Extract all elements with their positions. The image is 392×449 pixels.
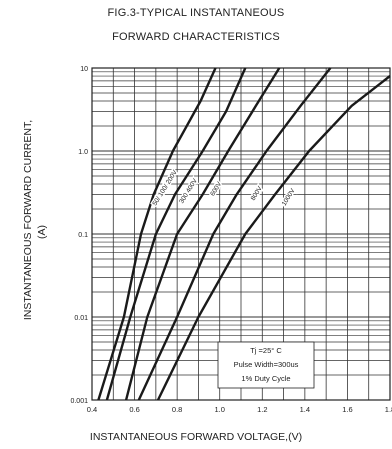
x-tick-label: 1.2: [257, 405, 267, 414]
x-tick-label: 0.4: [87, 405, 97, 414]
annotation-text: Pulse Width=300us: [234, 360, 299, 369]
series-line: [124, 67, 281, 401]
series-line: [156, 75, 391, 401]
annotation-text: 1% Duty Cycle: [241, 374, 290, 383]
series-line: [105, 67, 247, 401]
series-line: [97, 67, 217, 401]
y-tick-label: 0.1: [78, 232, 88, 239]
annotation-text: Tj =25° C: [250, 346, 282, 355]
x-tick-label: 1.0: [214, 405, 224, 414]
x-tick-label: 0.6: [129, 405, 139, 414]
x-tick-label: 1.4: [300, 405, 310, 414]
series-line: [137, 67, 332, 401]
y-tick-label: 10: [80, 66, 88, 73]
y-tick-label: 1.0: [78, 149, 88, 156]
chart-title: FIG.3-TYPICAL INSTANTANEOUS: [107, 7, 285, 19]
x-tick-label: 1.6: [342, 405, 352, 414]
plot-frame: [91, 67, 391, 401]
x-tick-label: 1.8: [385, 405, 392, 414]
chart-subtitle: FORWARD CHARACTERISTICS: [112, 31, 280, 43]
y-tick-label: 0.001: [70, 398, 88, 405]
y-tick-label: 0.01: [74, 315, 88, 322]
x-axis-label: INSTANTANEOUS FORWARD VOLTAGE,(V): [89, 431, 303, 443]
x-tick-label: 0.8: [172, 405, 182, 414]
annotation-box: [217, 341, 315, 389]
series-label: 600V: [209, 180, 223, 197]
series-label: 300 400V: [178, 177, 199, 205]
